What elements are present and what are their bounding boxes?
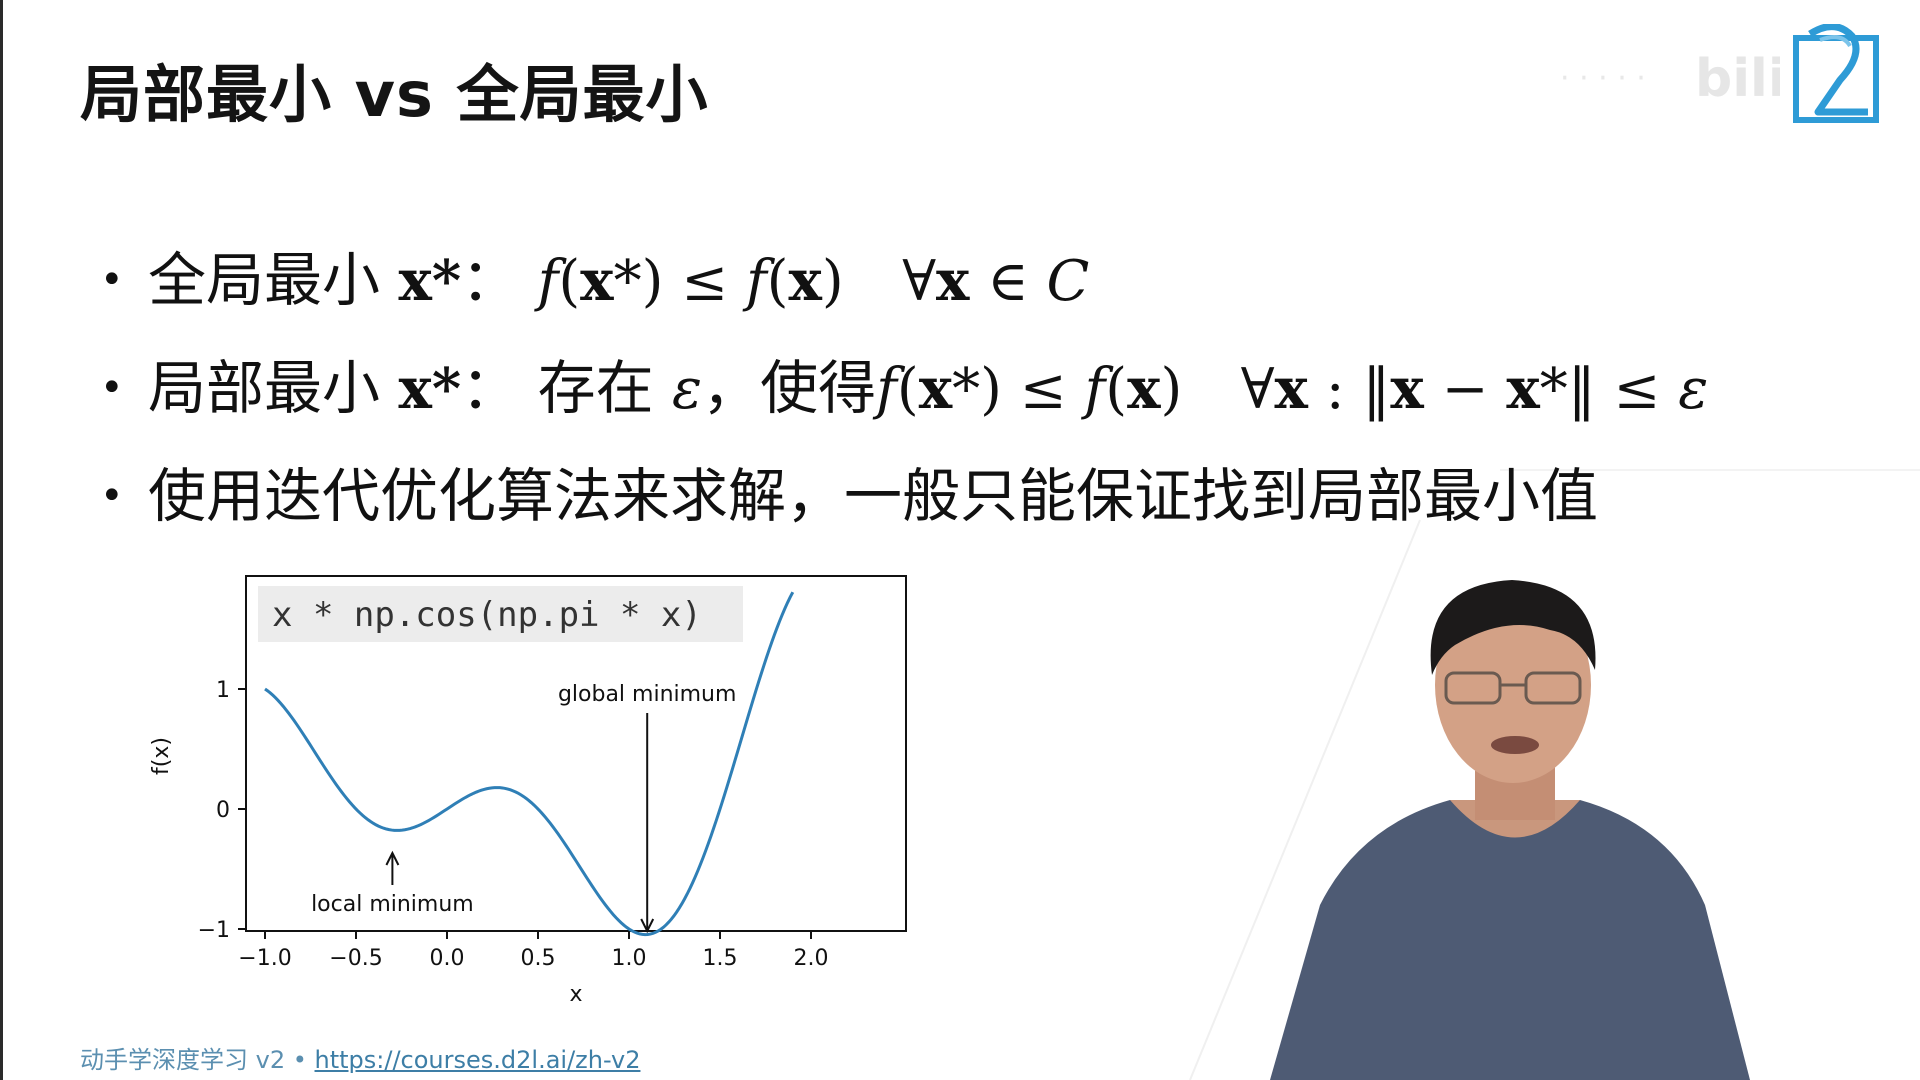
x-tick-label: 1.5 [703, 946, 738, 971]
math-expression: f(x*) ≤ f(x) [537, 248, 844, 314]
course-link[interactable]: https://courses.d2l.ai/zh-v2 [314, 1046, 641, 1074]
series-line-fx [264, 591, 795, 937]
bullet-dot: • [100, 257, 124, 303]
presenter-hair [1430, 580, 1596, 675]
bullet-label: 全局最小 [148, 246, 381, 314]
bullet-dot: • [100, 365, 124, 411]
y-tick-label: −1 [198, 918, 230, 943]
x-axis-ticks: −1.0 −0.5 0.0 0.5 1.0 1.5 2.0 [238, 931, 829, 971]
presenter-shirt [1270, 800, 1750, 1080]
chart-annotations: global minimum local minimum [311, 682, 737, 934]
x-tick-label: 1.0 [612, 946, 647, 971]
code-background [258, 586, 743, 642]
colon: ： [461, 354, 520, 422]
colon: ： [461, 246, 520, 314]
x-axis-label: x [569, 982, 582, 1007]
annotation-label: local minimum [311, 892, 474, 917]
glasses-icon [1444, 671, 1502, 705]
y-tick-label: 1 [216, 678, 230, 703]
x-tick-label: 0.0 [430, 946, 465, 971]
y-axis-ticks: 1 0 −1 [198, 678, 246, 943]
y-axis-label: f(x) [149, 737, 174, 775]
x-tick-label: 0.5 [521, 946, 556, 971]
exists-text: 存在 [537, 354, 654, 422]
epsilon: ε [672, 357, 703, 422]
annotation-label: global minimum [558, 682, 737, 707]
x-star: x* [398, 356, 462, 422]
slide-title: 局部最小 vs 全局最小 [80, 58, 709, 131]
arrowhead-icon [385, 850, 400, 866]
math-quantifier: ∀x ∈ C [902, 248, 1090, 314]
presenter-video [1270, 580, 1750, 1080]
y-tick-label: 0 [216, 798, 230, 823]
x-tick-label: −1.0 [238, 946, 291, 971]
function-plot: x * np.cos(np.pi * x) −1.0 −0.5 0.0 0.5 1.0 1… [149, 575, 907, 1007]
math-quantifier: ∀x : ‖x − x*‖ ≤ ε [1240, 356, 1709, 422]
footer-prefix: 动手学深度学习 v2 • [80, 1046, 315, 1074]
x-tick-label: 2.0 [794, 946, 829, 971]
arrowhead-icon [640, 918, 655, 934]
bullet-label: 局部最小 [148, 354, 381, 422]
x-star: x* [398, 248, 462, 314]
bullet-dot: • [100, 473, 124, 519]
such-that-text: ，使得 [702, 354, 877, 422]
svg-text:bili: bili [1695, 49, 1780, 109]
bilibili-watermark-icon: · · · · · bili [1560, 49, 1780, 109]
footer: 动手学深度学习 v2 • https://courses.d2l.ai/zh-v… [80, 1040, 640, 1075]
left-border [0, 0, 3, 1080]
chart-title: x * np.cos(np.pi * x) [272, 595, 702, 635]
math-expression: f(x*) ≤ f(x) [876, 356, 1183, 422]
d2l-logo-icon [1793, 24, 1879, 123]
x-tick-label: −0.5 [329, 946, 382, 971]
bullet-text: 使用迭代优化算法来求解，一般只能保证找到局部最小值 [148, 462, 1599, 530]
svg-text:· · · · ·: · · · · · [1560, 61, 1646, 96]
